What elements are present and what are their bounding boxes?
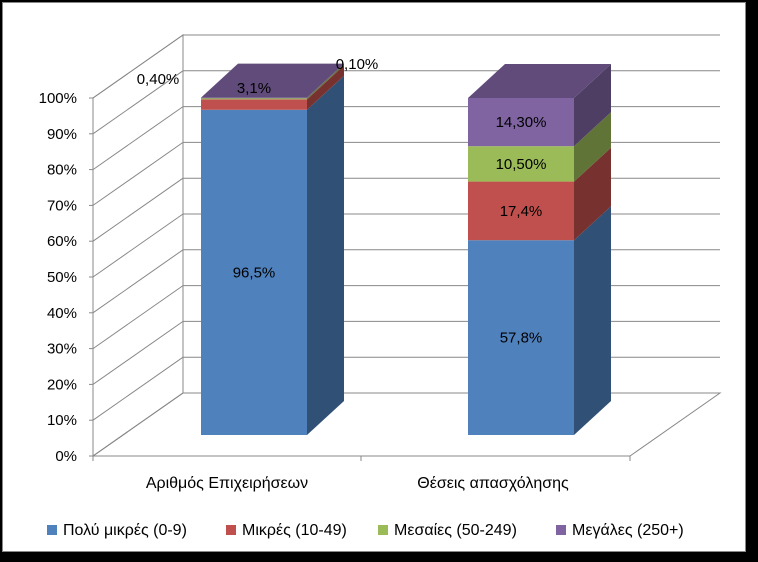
bar-side-segment [307, 64, 344, 100]
y-tick-label: 70% [47, 197, 77, 214]
y-tick-label: 20% [47, 376, 77, 393]
gridline-diagonal [92, 106, 184, 171]
bar-side-segment [574, 147, 611, 241]
legend-swatch [378, 525, 388, 535]
bar-side-segment [574, 206, 611, 435]
legend-swatch [556, 525, 566, 535]
y-tick-label: 0% [55, 448, 77, 465]
y-tick-label: 30% [47, 341, 77, 358]
bar-segment [468, 181, 574, 241]
gridlines [92, 34, 720, 457]
data-labels: 96,5% 3,1% 0,40% 0,10% 57,8% 17,4% 10,50% 14,30… [137, 56, 547, 347]
bars [201, 63, 611, 436]
bar-segment [201, 99, 307, 110]
bar-top-face [201, 63, 344, 98]
legend-entry: Μεγάλες (250+) [572, 522, 684, 539]
data-label: 14,30% [496, 114, 547, 131]
bar-segment [468, 98, 574, 147]
gridline-diagonal [92, 177, 184, 242]
bar-side-segment [307, 63, 344, 98]
y-tick-label: 60% [47, 233, 77, 250]
gridline-diagonal [92, 34, 184, 99]
gridline-diagonal [92, 249, 184, 314]
gridline-diagonal [92, 141, 184, 206]
data-label: 96,5% [233, 264, 276, 281]
data-label: 17,4% [500, 203, 543, 220]
x-category-label: Αριθμός Επιχειρήσεων [146, 475, 308, 492]
bar-segment [201, 109, 307, 436]
data-label: 10,50% [496, 156, 547, 173]
bar-top-face [468, 64, 611, 98]
data-label: 0,40% [137, 71, 180, 88]
y-tick-label: 40% [47, 305, 77, 322]
legend-swatch [47, 525, 57, 535]
chart-panel: 0% 10% 20% 30% 40% 50% 60% 70% 80% 90% 100% 96,5% 3… [2, 2, 746, 552]
y-tick-label: 50% [47, 269, 77, 286]
legend: Πολύ μικρές (0-9) Μικρές (10-49) Μεσαίες (… [47, 522, 684, 539]
stacked-3d-bar-chart: 0% 10% 20% 30% 40% 50% 60% 70% 80% 90% 100% 96,5% 3… [39, 34, 722, 539]
data-label: 3,1% [237, 80, 271, 97]
gridline-diagonal [92, 70, 184, 135]
floor [91, 392, 722, 457]
bar-side-segment [307, 75, 344, 436]
bar-segment [201, 98, 307, 100]
data-label: 57,8% [500, 330, 543, 347]
legend-swatch [226, 525, 236, 535]
y-tick-label: 100% [39, 90, 77, 107]
y-tick-label: 10% [47, 412, 77, 429]
y-axis: 0% 10% 20% 30% 40% 50% 60% 70% 80% 90% 100% [39, 90, 94, 465]
legend-entry: Μεσαίες (50-249) [394, 522, 517, 539]
bar-side-segment [307, 65, 344, 110]
bar-side-segment [574, 112, 611, 182]
bar-side-segment [574, 64, 611, 147]
gridline-diagonal [92, 320, 184, 385]
x-category-label: Θέσεις απασχόλησης [417, 475, 569, 492]
legend-entry: Πολύ μικρές (0-9) [63, 522, 187, 539]
bar-segment [468, 240, 574, 435]
gridline-diagonal [92, 356, 184, 421]
bar-segment [468, 146, 574, 182]
y-tick-label: 80% [47, 162, 77, 179]
gridline-diagonal [92, 213, 184, 278]
y-tick-label: 90% [47, 126, 77, 143]
legend-entry: Μικρές (10-49) [242, 522, 347, 539]
gridline-diagonal [92, 392, 184, 457]
x-axis: Αριθμός Επιχειρήσεων Θέσεις απασχόλησης [92, 455, 631, 492]
bar-segment [201, 97, 307, 99]
gridline-diagonal [92, 285, 184, 350]
data-label: 0,10% [336, 56, 379, 73]
